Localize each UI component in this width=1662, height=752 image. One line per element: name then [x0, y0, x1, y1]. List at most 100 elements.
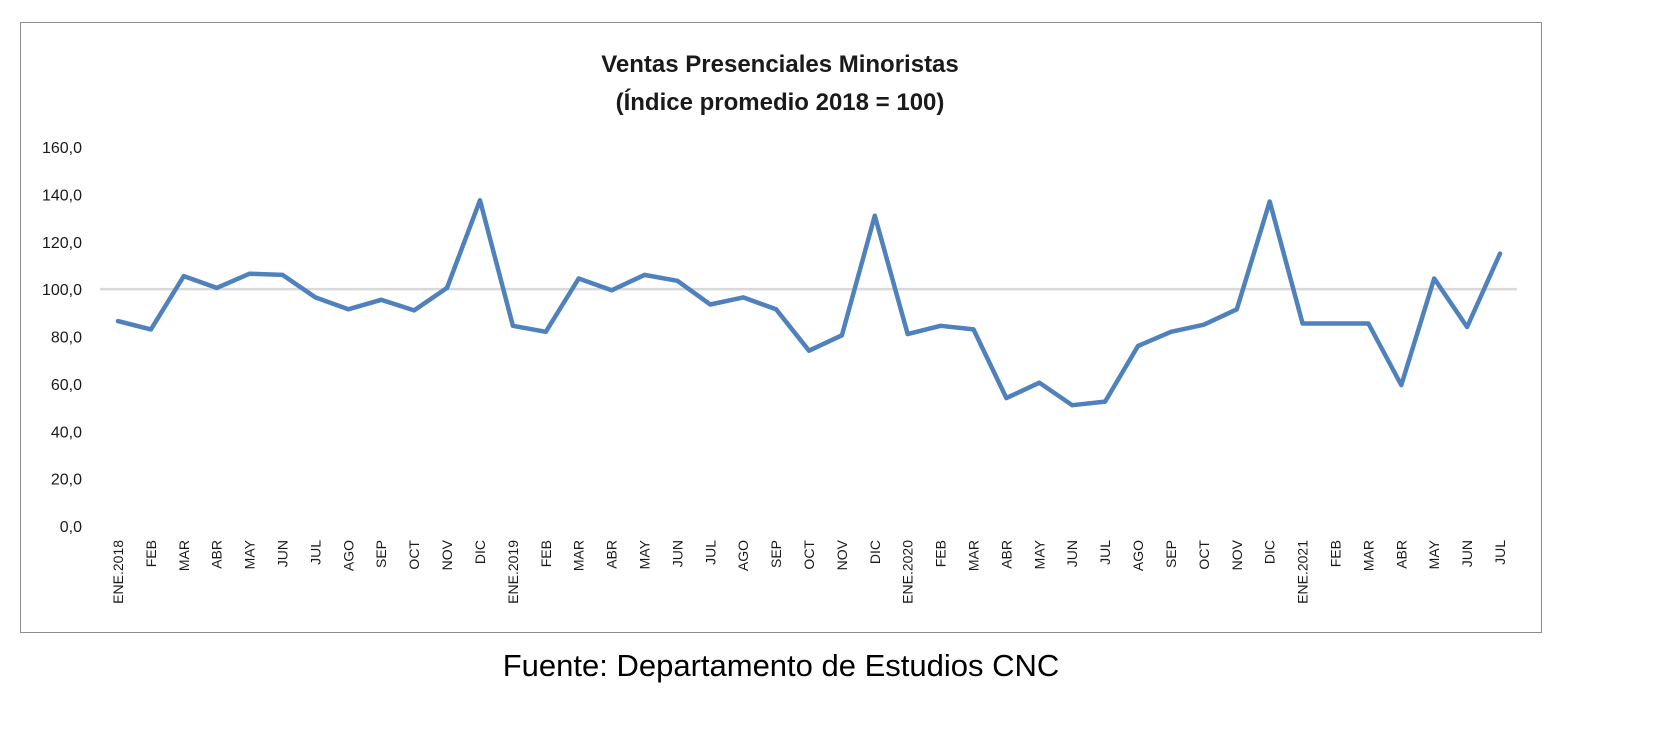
- x-tick-label: ABR: [998, 540, 1014, 569]
- data-point: [1201, 322, 1206, 327]
- y-tick-label: 40,0: [51, 424, 82, 441]
- x-tick-label: DIC: [472, 540, 488, 564]
- data-point: [181, 274, 186, 279]
- x-tick-label: FEB: [143, 540, 159, 567]
- x-tick-label: SEP: [768, 540, 784, 568]
- data-point: [905, 332, 910, 337]
- y-tick-label: 160,0: [42, 140, 82, 157]
- y-tick-label: 80,0: [51, 330, 82, 347]
- x-tick-label: NOV: [439, 539, 455, 570]
- y-tick-label: 0,0: [60, 519, 82, 536]
- x-tick-label: ENE.2020: [900, 540, 916, 604]
- data-point: [510, 323, 515, 328]
- x-tick-label: AGO: [1130, 540, 1146, 571]
- data-point: [280, 272, 285, 277]
- data-point: [971, 327, 976, 332]
- data-point: [708, 302, 713, 307]
- data-point: [872, 213, 877, 218]
- x-tick-label: ABR: [604, 540, 620, 569]
- data-point: [1037, 380, 1042, 385]
- x-tick-label: NOV: [834, 539, 850, 570]
- data-point: [543, 329, 548, 334]
- data-point: [379, 297, 384, 302]
- chart-subtitle: (Índice promedio 2018 = 100): [616, 88, 945, 116]
- x-tick-label: NOV: [1229, 539, 1245, 570]
- data-point: [445, 285, 450, 290]
- x-tick-label: JUN: [275, 540, 291, 567]
- x-tick-label: FEB: [933, 540, 949, 567]
- y-tick-label: 20,0: [51, 472, 82, 489]
- x-tick-label: MAY: [636, 539, 652, 569]
- chart-title: Ventas Presenciales Minoristas: [601, 51, 959, 78]
- data-point: [675, 278, 680, 283]
- x-tick-label: JUN: [1064, 540, 1080, 567]
- data-point: [116, 319, 120, 324]
- data-point: [1366, 321, 1371, 326]
- data-point: [839, 333, 844, 338]
- x-tick-label: MAR: [571, 540, 587, 571]
- data-point: [1267, 199, 1272, 204]
- x-tick-label: MAY: [1031, 539, 1047, 569]
- x-tick-label: ENE.2021: [1295, 540, 1311, 604]
- x-tick-label: OCT: [406, 540, 422, 570]
- x-tick-label: ABR: [209, 540, 225, 569]
- x-tick-label: FEB: [538, 540, 554, 567]
- x-tick-label: JUL: [1097, 540, 1113, 565]
- data-point: [1333, 321, 1338, 326]
- data-point: [1300, 321, 1305, 326]
- data-point: [412, 308, 417, 313]
- x-tick-label: MAY: [242, 539, 258, 569]
- data-point: [576, 276, 581, 281]
- x-tick-label: JUL: [307, 540, 323, 565]
- series-group: [115, 198, 1503, 408]
- data-point: [1399, 383, 1404, 388]
- x-tick-label: JUN: [669, 540, 685, 567]
- data-point: [1004, 396, 1009, 401]
- data-point: [1465, 325, 1470, 330]
- data-point: [1168, 329, 1173, 334]
- data-point: [807, 348, 811, 353]
- data-point: [148, 327, 153, 332]
- data-point: [1070, 403, 1075, 408]
- data-point: [938, 323, 943, 328]
- y-tick-label: 60,0: [51, 377, 82, 394]
- source-note: Fuente: Departamento de Estudios CNC: [502, 648, 1060, 683]
- x-tick-label: DIC: [867, 540, 883, 564]
- x-axis: ENE.2018 FEB MAR ABR MAY JUN JUL AGO SEP OCT NOV DI…: [110, 539, 1508, 603]
- data-point: [1136, 343, 1141, 348]
- data-point: [642, 272, 647, 277]
- x-tick-label: DIC: [1262, 540, 1278, 564]
- x-tick-label: JUL: [1492, 540, 1508, 565]
- data-point: [477, 198, 482, 203]
- y-axis: 0,0 20,0 40,0 60,0 80,0 100,0 120,0 140,0 160,0: [42, 140, 82, 536]
- data-point: [1432, 276, 1437, 281]
- chart-frame: [20, 22, 1542, 633]
- x-tick-label: SEP: [373, 540, 389, 568]
- data-point: [313, 295, 318, 300]
- x-tick-label: OCT: [1196, 540, 1212, 570]
- x-tick-label: AGO: [340, 540, 356, 571]
- data-point: [1103, 399, 1108, 404]
- x-tick-label: JUN: [1459, 540, 1475, 567]
- x-tick-label: ENE.2018: [110, 540, 126, 604]
- data-point: [1498, 251, 1502, 256]
- data-point: [346, 307, 351, 312]
- x-tick-label: FEB: [1327, 540, 1343, 567]
- y-tick-label: 120,0: [42, 235, 82, 252]
- x-tick-label: MAR: [966, 540, 982, 571]
- y-tick-label: 100,0: [42, 282, 82, 299]
- x-tick-label: OCT: [801, 540, 817, 570]
- x-tick-label: SEP: [1163, 540, 1179, 568]
- data-point: [247, 271, 252, 276]
- data-point: [1234, 307, 1239, 312]
- data-point: [741, 295, 746, 300]
- x-tick-label: ABR: [1393, 540, 1409, 569]
- x-tick-label: AGO: [735, 540, 751, 571]
- data-point: [609, 288, 614, 293]
- series-line: [115, 198, 1503, 408]
- data-point: [214, 285, 219, 290]
- x-tick-label: ENE.2019: [505, 540, 521, 604]
- x-tick-label: JUL: [702, 540, 718, 565]
- data-point: [774, 307, 779, 312]
